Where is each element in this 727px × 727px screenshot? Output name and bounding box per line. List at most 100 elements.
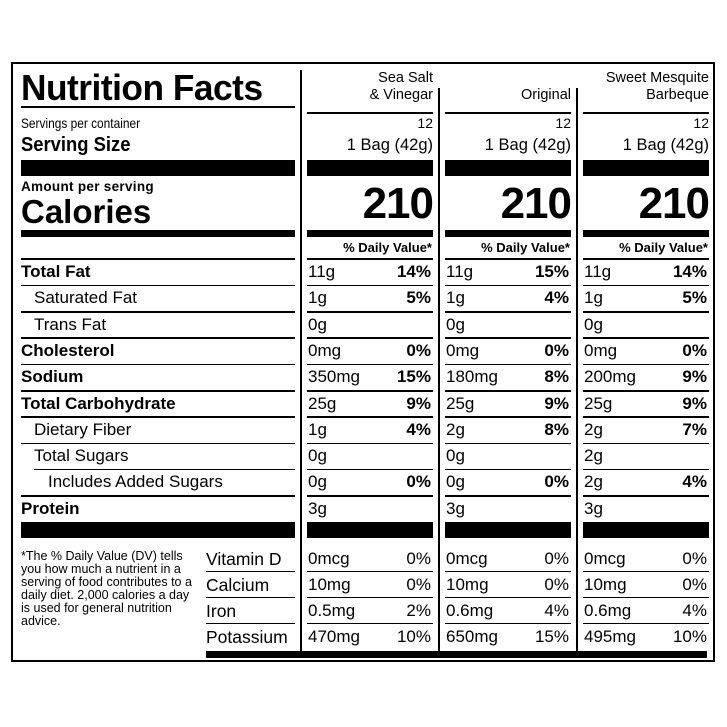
row-divider [21,442,295,445]
thick-divider [21,522,295,538]
daily-value-header: % Daily Value* [343,240,432,255]
vitamin-amount: 0.6mg [446,601,494,620]
product-name: Sweet Mesquite Barbeque [583,70,709,104]
product-name-line2: & Vinegar [369,87,433,103]
nutrient-amount: 2g [584,446,603,466]
nutrient-daily-value: 9% [682,367,707,387]
row-divider [307,495,433,497]
divider [21,106,295,108]
vitamin-amount: 495mg [584,627,636,646]
nutrient-amount: 0g [308,446,327,466]
row-divider [445,570,571,572]
row-divider [445,495,571,497]
row-divider [583,311,709,313]
medium-divider [445,230,571,237]
nutrient-amount: 0g [446,446,465,466]
nutrient-amount: 0g [584,314,603,334]
nutrient-daily-value: 4% [544,288,569,308]
nutrient-daily-value: 0% [544,340,569,360]
nutrient-amount: 2g [446,419,465,439]
nutrient-label: Includes Added Sugars [48,472,223,492]
nutrient-amount: 0mg [584,340,618,360]
row-divider [307,311,433,313]
row-divider [583,363,709,366]
row-divider [307,570,433,572]
nutrient-amount: 0g [308,472,327,492]
vitamin-daily-value: 0% [544,575,569,594]
divider [445,258,571,260]
vitamin-daily-value: 10% [396,627,431,646]
row-divider [21,337,295,339]
nutrient-daily-value: 0% [544,472,569,492]
divider [583,112,709,114]
row-divider [583,495,709,497]
thick-divider [307,522,433,538]
row-divider [307,468,433,471]
vitamin-label: Iron [206,601,237,621]
servings-value: 12 [555,115,571,131]
row-divider [445,337,571,339]
servings-value: 12 [417,115,433,131]
row-divider [307,442,433,445]
row-divider [21,284,295,287]
vitamin-label: Potassium [206,627,288,647]
row-divider [206,570,295,572]
row-divider [583,596,709,598]
amount-per-serving-label: Amount per serving [21,179,154,194]
vitamin-label: Calcium [206,575,270,595]
thick-divider [445,160,571,176]
row-divider [307,416,433,418]
daily-value-header: % Daily Value* [481,240,570,255]
row-divider [583,284,709,287]
row-divider [583,468,709,471]
nutrient-amount: 25g [584,393,613,413]
row-divider [445,442,571,445]
column-separator [438,88,440,654]
servings-value: 12 [693,115,709,131]
vitamin-daily-value: 0% [682,575,707,594]
calories-label: Calories [21,193,152,230]
nutrient-amount: 11g [446,262,474,281]
vitamin-daily-value: 15% [534,627,569,646]
nutrient-amount: 11g [308,262,336,281]
vitamin-amount: 10mg [584,575,627,594]
nutrient-amount: 3g [446,498,465,518]
vitamin-daily-value: 0% [544,549,569,568]
nutrient-daily-value: 7% [682,419,707,439]
nutrient-amount: 1g [308,288,327,308]
nutrient-amount: 2g [584,419,603,439]
row-divider [583,570,709,572]
nutrient-amount: 3g [584,498,603,518]
thick-divider [307,160,433,176]
nutrient-amount: 1g [446,288,465,308]
row-divider [445,416,571,418]
thick-divider [21,160,295,176]
nutrient-daily-value: 0% [682,340,707,360]
thick-divider [445,522,571,538]
serving-size-label: Serving Size [21,134,131,156]
divider [307,112,433,114]
divider [307,258,433,260]
medium-divider [583,230,709,237]
nutrient-label: Sodium [21,367,84,387]
row-divider [21,390,295,392]
calories-value: 210 [638,179,710,228]
nutrient-daily-value: 5% [682,288,707,308]
nutrient-daily-value: 9% [406,393,431,413]
product-name-line2: Barbeque [646,87,709,103]
row-divider [307,284,433,287]
row-divider [583,622,709,624]
nutrient-daily-value: 4% [682,472,707,492]
vitamin-amount: 650mg [446,627,498,646]
row-divider [21,495,295,497]
nutrient-amount: 3g [308,498,327,518]
vitamin-daily-value: 0% [682,549,707,568]
vitamin-amount: 0mcg [584,549,626,568]
vitamin-daily-value: 0% [406,575,431,594]
row-divider [307,337,433,339]
vitamin-amount: 0.6mg [584,601,632,620]
nutrient-label: Total Fat [21,262,91,281]
row-divider [307,390,433,392]
product-name-line1: Sea Salt [378,70,433,86]
nutrient-daily-value: 9% [682,393,707,413]
